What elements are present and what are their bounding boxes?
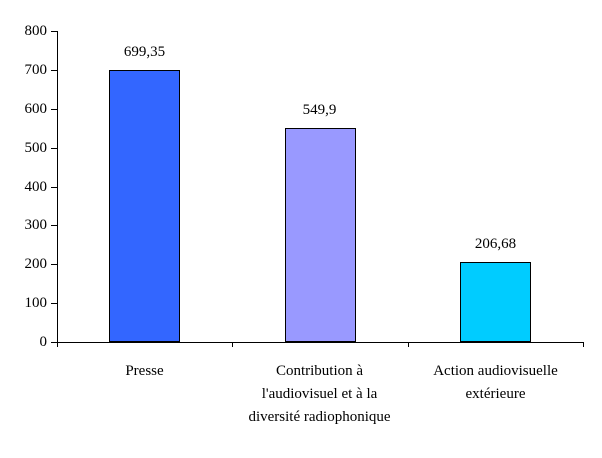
y-axis-tick [51,187,57,188]
value-label: 549,9 [302,102,337,118]
bar-2 [285,128,356,342]
x-axis [57,342,584,343]
y-tick-label: 0 [39,334,48,350]
y-axis-tick [51,225,57,226]
y-axis-tick [51,148,57,149]
y-tick-label: 400 [24,179,48,195]
value-label: 206,68 [474,236,517,252]
y-axis-tick [51,342,57,343]
y-tick-label: 100 [24,295,48,311]
y-tick-label: 300 [24,217,48,233]
category-label: Presse [125,363,164,379]
x-axis-tick [232,343,233,347]
value-label: 699,35 [123,44,166,60]
x-axis-tick [583,343,584,347]
bar-1 [109,70,180,342]
category-label: Action audiovisuelle extérieure [433,363,558,402]
bar-3 [460,262,531,342]
y-axis-tick [51,264,57,265]
x-axis-tick [408,343,409,347]
y-axis-tick [51,109,57,110]
y-axis-tick [51,31,57,32]
y-tick-label: 600 [24,101,48,117]
x-axis-tick [57,343,58,347]
y-tick-label: 500 [24,140,48,156]
y-tick-label: 200 [24,256,48,272]
y-axis-tick [51,303,57,304]
y-tick-label: 800 [24,23,48,39]
y-axis [57,31,58,343]
y-tick-label: 700 [24,62,48,78]
category-label: Contribution à l'audiovisuel et à la div… [248,363,391,425]
y-axis-tick [51,70,57,71]
